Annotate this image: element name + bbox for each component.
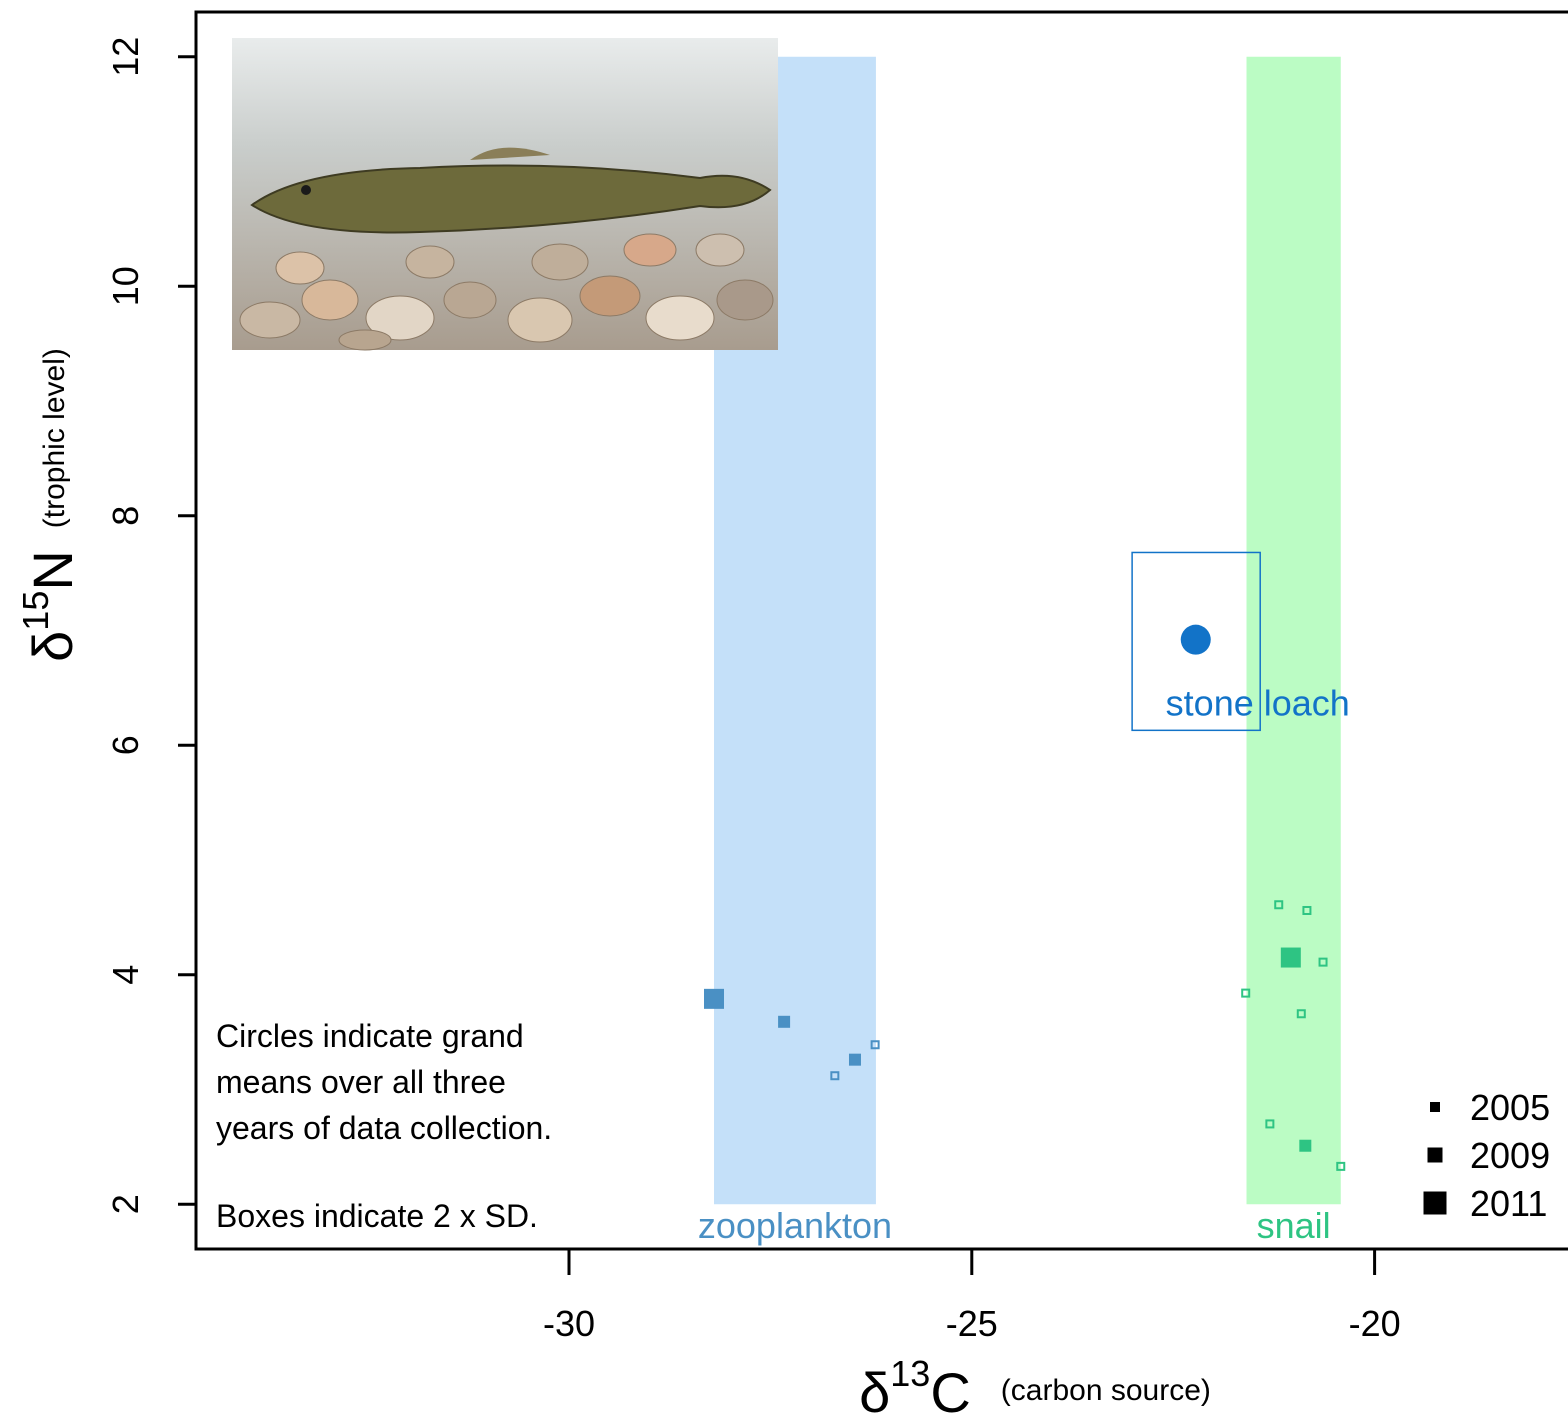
x-title-note: (carbon source) xyxy=(1001,1374,1211,1407)
point xyxy=(849,1054,861,1066)
legend-label: 2011 xyxy=(1470,1183,1547,1224)
point xyxy=(1281,948,1301,968)
annotation: means over all three xyxy=(216,1064,506,1100)
y-tick-label: 12 xyxy=(105,37,146,77)
photo xyxy=(232,38,778,350)
y-tick-label: 10 xyxy=(105,266,146,306)
point xyxy=(778,1016,790,1028)
band-label: zooplankton xyxy=(698,1205,892,1246)
band-label: snail xyxy=(1257,1205,1331,1246)
x-axis-title: δ13C (carbon source) xyxy=(859,1353,1211,1423)
y-title-symbol: δ xyxy=(21,631,84,662)
y-tick-label: 8 xyxy=(105,506,146,526)
y-tick-label: 6 xyxy=(105,735,146,755)
y-tick-label: 4 xyxy=(105,965,146,985)
y-title-note: (trophic level) xyxy=(38,348,71,528)
x-title-letter: C xyxy=(930,1361,970,1423)
legend-label: 2005 xyxy=(1470,1087,1550,1128)
legend-marker xyxy=(1428,1148,1443,1163)
x-tick-label: -30 xyxy=(543,1303,595,1344)
annotation: years of data collection. xyxy=(216,1110,552,1146)
x-title-symbol: δ xyxy=(859,1361,890,1423)
point xyxy=(704,989,724,1009)
y-tick-label: 2 xyxy=(105,1194,146,1214)
annotation: Boxes indicate 2 x SD. xyxy=(216,1198,538,1234)
chart: δ15N(trophic level) δ13C(carbon source) … xyxy=(0,0,1568,1423)
mean-label: stone loach xyxy=(1166,683,1350,724)
plot-area xyxy=(714,57,1341,1204)
x-tick-label: -25 xyxy=(946,1303,998,1344)
legend-marker xyxy=(1430,1102,1440,1112)
x-title-sup: 13 xyxy=(890,1353,930,1394)
legend-label: 2009 xyxy=(1470,1135,1550,1176)
y-title-letter: N xyxy=(21,550,84,590)
y-axis-title: δ15N (trophic level) xyxy=(15,348,84,662)
point xyxy=(1299,1140,1311,1152)
x-tick-label: -20 xyxy=(1349,1303,1401,1344)
annotation: Circles indicate grand xyxy=(216,1018,524,1054)
mean-point xyxy=(1181,625,1211,655)
y-title-sup: 15 xyxy=(15,591,56,631)
legend-marker xyxy=(1424,1192,1447,1215)
